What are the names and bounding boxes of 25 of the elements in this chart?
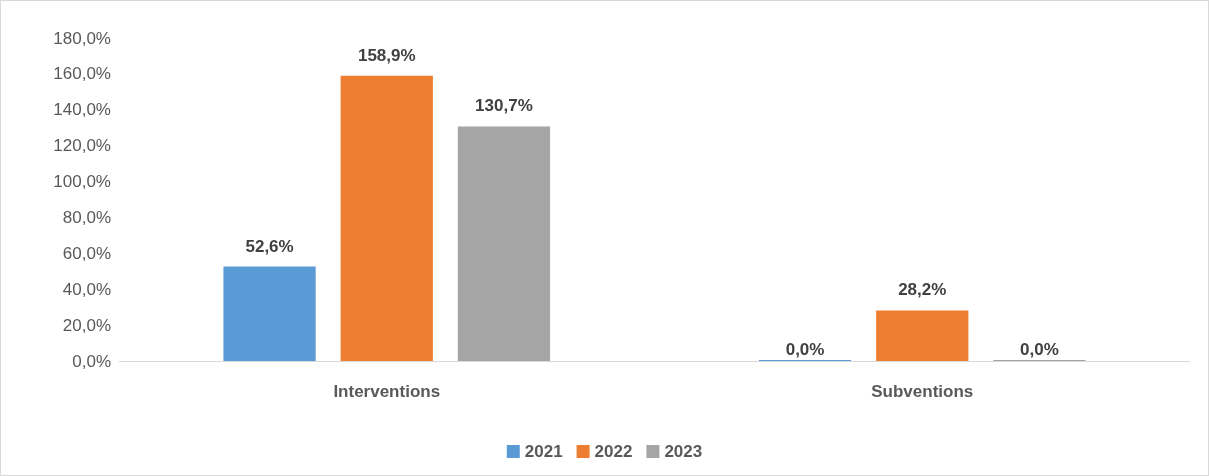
- data-label: 0,0%: [785, 340, 825, 359]
- bar: [340, 75, 433, 361]
- data-label: 0,0%: [1020, 340, 1059, 359]
- x-tick-label: Subventions: [871, 382, 974, 401]
- y-tick-label: 20,0%: [62, 315, 111, 335]
- y-tick-label: 120,0%: [53, 136, 111, 156]
- bar: [223, 266, 316, 361]
- y-tick-label: 40,0%: [62, 279, 111, 299]
- y-tick-label: 100,0%: [53, 172, 111, 192]
- legend-label: 2022: [594, 442, 633, 461]
- data-label: 158,9%: [357, 45, 416, 65]
- data-label: 130,7%: [475, 96, 533, 116]
- data-label: 52,6%: [245, 236, 294, 256]
- legend-label: 2021: [524, 442, 563, 461]
- y-tick-label: 60,0%: [62, 243, 111, 263]
- y-tick-label: 0,0%: [72, 351, 111, 371]
- y-tick-label: 80,0%: [62, 207, 111, 227]
- data-label: 28,2%: [898, 280, 947, 300]
- bar: [457, 126, 551, 361]
- y-tick-label: 140,0%: [53, 100, 111, 120]
- y-tick-label: 180,0%: [53, 28, 111, 48]
- x-tick-label: Interventions: [333, 382, 441, 401]
- bar: [876, 310, 969, 361]
- y-tick-label: 160,0%: [53, 64, 111, 84]
- legend-label: 2023: [664, 442, 703, 461]
